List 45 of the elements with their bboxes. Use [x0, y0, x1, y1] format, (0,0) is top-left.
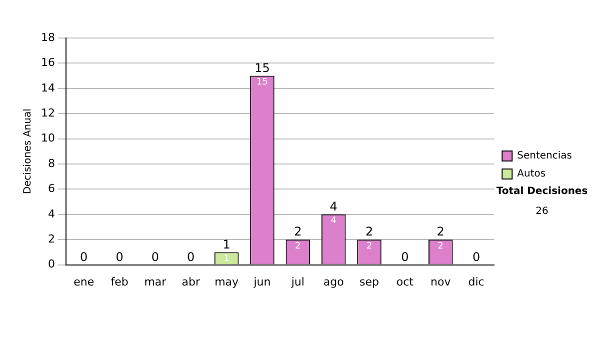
x-tick-label: jul: [290, 275, 304, 288]
y-tick-label: 4: [48, 207, 55, 220]
x-tick-label: ago: [323, 275, 344, 288]
legend-label: Sentencias: [517, 150, 572, 162]
y-tick-label: 8: [48, 156, 55, 170]
y-tick-label: 0: [48, 258, 55, 271]
data-label: 1: [224, 254, 230, 264]
data-label: 2: [295, 241, 301, 252]
total-label: 0: [80, 250, 88, 264]
x-tick-label: feb: [110, 275, 128, 288]
x-tick-label: nov: [430, 275, 452, 288]
data-label: 4: [330, 216, 337, 226]
y-tick-label: 10: [40, 132, 55, 145]
y-tick-label: 6: [48, 182, 55, 196]
x-tick-label: may: [214, 275, 240, 288]
x-tick-label: mar: [144, 275, 167, 288]
total-label: 1: [222, 237, 230, 252]
y-tick-label: 12: [40, 106, 55, 120]
text: Total Decisiones: [496, 186, 588, 197]
total-label: 2: [365, 224, 374, 239]
x-tick-label: abr: [182, 275, 200, 288]
x-tick-label: sep: [360, 275, 380, 288]
x-tick-label: ene: [74, 275, 94, 288]
total-label: 0: [401, 250, 409, 264]
x-tick-label: jun: [252, 275, 271, 288]
y-tick-label: 16: [40, 56, 55, 70]
total-label: 15: [254, 60, 270, 75]
total-label: 4: [330, 200, 338, 214]
total-label: 0: [472, 250, 480, 264]
total-label: 2: [294, 224, 302, 239]
y-tick-label: 18: [40, 30, 55, 44]
y-axis-title: Decisiones Anual: [22, 108, 34, 194]
data-label: 15: [256, 78, 268, 88]
y-tick-label: 14: [40, 81, 55, 94]
y-tick-label: 2: [48, 232, 55, 246]
data-label: 2: [438, 241, 444, 252]
total-label: 2: [436, 224, 444, 239]
total-label: 0: [116, 250, 124, 264]
total-label: 0: [187, 250, 195, 264]
legend-label: Autos: [517, 168, 546, 180]
x-tick-label: dic: [468, 275, 484, 288]
x-tick-label: oct: [396, 275, 414, 288]
text: 26: [536, 206, 548, 217]
data-label: 2: [366, 241, 372, 252]
total-label: 0: [151, 250, 160, 264]
